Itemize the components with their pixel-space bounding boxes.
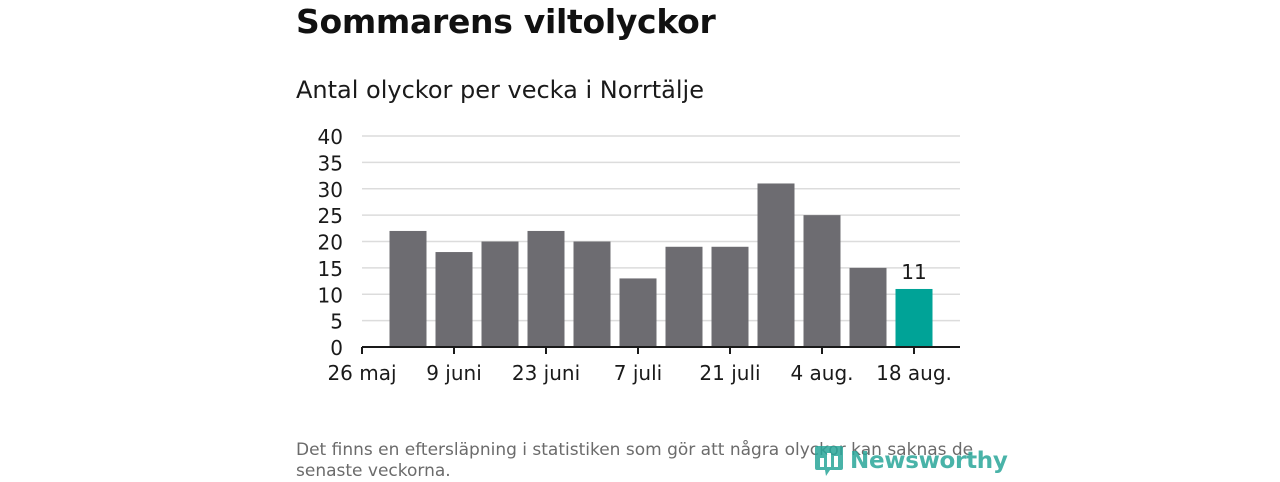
y-tick-label: 30: [318, 178, 343, 202]
x-tick-label: 26 maj: [327, 361, 396, 385]
x-tick-label: 18 aug.: [876, 361, 952, 385]
chart-title: Sommarens viltolyckor: [296, 2, 716, 41]
y-tick-label: 15: [318, 257, 343, 281]
bar: [573, 241, 611, 347]
bar: [757, 183, 795, 347]
x-tick-label: 7 juli: [614, 361, 662, 385]
bar: [435, 252, 473, 347]
bar: [527, 230, 565, 347]
chart-subtitle: Antal olyckor per vecka i Norrtälje: [296, 76, 704, 104]
bar-chart-bubble-icon: [815, 446, 843, 476]
y-tick-label: 25: [318, 204, 343, 228]
y-tick-label: 20: [318, 231, 343, 255]
x-tick-label: 23 juni: [512, 361, 580, 385]
bar: [711, 246, 749, 347]
x-axis-ticks: 26 maj 9 juni 23 juni 7 juli 21 juli 4 aug. 18…: [327, 347, 952, 385]
bar-highlight: [895, 288, 933, 347]
newsworthy-logo[interactable]: Newsworthy: [814, 444, 1008, 478]
y-tick-label: 40: [318, 125, 343, 149]
y-tick-label: 5: [330, 310, 343, 334]
footnote: Det finns en eftersläpning i statistiken…: [296, 440, 974, 481]
bar: [849, 267, 887, 347]
grid-lines: [362, 135, 960, 322]
x-tick-label: 4 aug.: [790, 361, 853, 385]
y-tick-label: 10: [318, 283, 343, 307]
bar: [665, 246, 703, 347]
data-labels: 11: [901, 260, 926, 284]
logo-text: Newsworthy: [850, 448, 1008, 474]
y-tick-label: 35: [318, 151, 343, 175]
bar: [803, 215, 841, 347]
bar: [389, 230, 427, 347]
data-label: 11: [901, 260, 926, 284]
bar: [619, 278, 657, 347]
x-tick-label: 9 juni: [426, 361, 482, 385]
bar: [481, 241, 519, 347]
x-tick-label: 21 juli: [699, 361, 760, 385]
bars: [389, 183, 933, 347]
y-tick-label: 0: [330, 336, 343, 360]
